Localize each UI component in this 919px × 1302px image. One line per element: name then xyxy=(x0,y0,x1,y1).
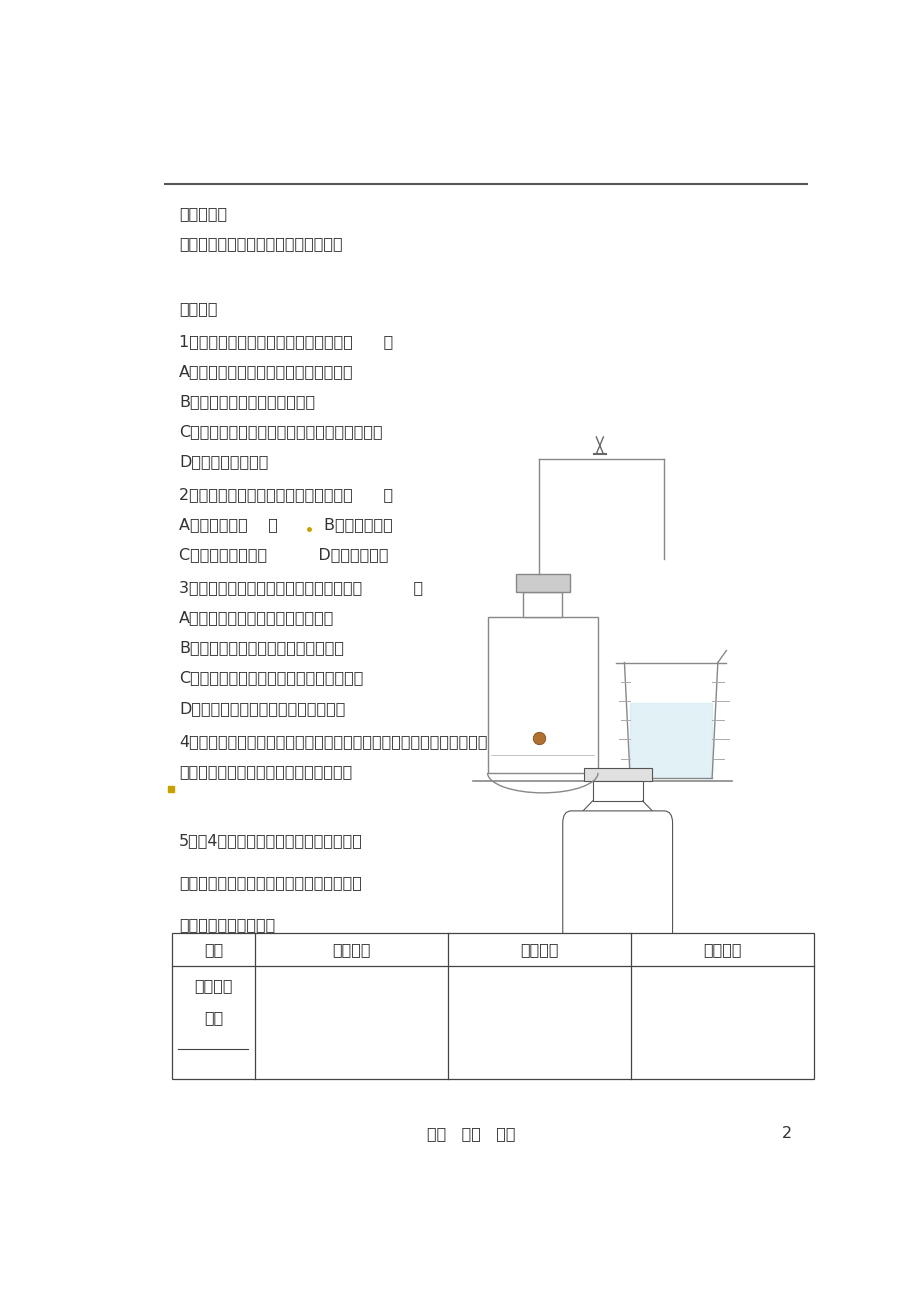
Text: 用心   爱心   专心: 用心 爱心 专心 xyxy=(426,1126,516,1142)
FancyBboxPatch shape xyxy=(562,811,672,1000)
Text: 猜想: 猜想 xyxy=(204,943,223,957)
Bar xyxy=(487,617,597,773)
Text: 验证方法: 验证方法 xyxy=(332,943,370,957)
Text: 3、下列物质燃烧时的现象描述正确的是（          ）: 3、下列物质燃烧时的现象描述正确的是（ ） xyxy=(179,581,423,595)
Text: A、氧气在低温高压时能变为淡蓝色液体: A、氧气在低温高压时能变为淡蓝色液体 xyxy=(179,363,354,379)
Text: 并验证它是何种气体。: 并验证它是何种气体。 xyxy=(179,917,275,932)
Text: 无色无毒气体。请你对该瓶气体作出猜想，: 无色无毒气体。请你对该瓶气体作出猜想， xyxy=(179,875,362,891)
Text: 5、（4分）如右图所示，有一瓶刚收满的: 5、（4分）如右图所示，有一瓶刚收满的 xyxy=(179,833,363,848)
Text: 4、有同学在做测定空气中氧气含量试验时，把红磷换成了木炭如下图，请你分析，测定的: 4、有同学在做测定空气中氧气含量试验时，把红磷换成了木炭如下图，请你分析，测定的 xyxy=(179,734,564,749)
Text: C、在通常情况下，氧气是一种无色无味的气体: C、在通常情况下，氧气是一种无色无味的气体 xyxy=(179,424,382,439)
Text: 实验结论: 实验结论 xyxy=(702,943,741,957)
Bar xyxy=(592,781,641,801)
Text: 结果是偏大、偏小还是不变？说出理由。: 结果是偏大、偏小还是不变？说出理由。 xyxy=(179,764,352,779)
Text: B、红磷在空气中燃烧生成五氧化二磷: B、红磷在空气中燃烧生成五氧化二磷 xyxy=(179,641,344,655)
Bar xyxy=(516,574,569,592)
Bar xyxy=(584,768,651,781)
Text: C、氧化性、可燃性          D、熔点、沸点: C、氧化性、可燃性 D、熔点、沸点 xyxy=(179,547,388,562)
Text: 能是: 能是 xyxy=(204,1010,223,1026)
Text: 实验现象: 实验现象 xyxy=(519,943,558,957)
Text: 1、下列关于氧气的性质描述错误的是（      ）: 1、下列关于氧气的性质描述错误的是（ ） xyxy=(179,333,393,349)
Text: D、氧气极易溶于水: D、氧气极易溶于水 xyxy=(179,454,268,469)
Text: 该气体可: 该气体可 xyxy=(194,978,233,993)
Text: 2: 2 xyxy=(781,1126,791,1142)
Text: A、木炭在氧气中燃烧生成黑色固体: A、木炭在氧气中燃烧生成黑色固体 xyxy=(179,611,335,625)
Text: C、铁丝伸入盛有氧气的集气瓶中剧烈燃烧: C、铁丝伸入盛有氧气的集气瓶中剧烈燃烧 xyxy=(179,671,363,686)
Text: D、硫燃烧后生成有刺激性气味的气体: D、硫燃烧后生成有刺激性气味的气体 xyxy=(179,700,346,716)
Text: 课堂检测: 课堂检测 xyxy=(179,302,218,316)
Bar xyxy=(172,934,813,1078)
Bar xyxy=(523,592,562,617)
Text: A、颜色、状态    。         B、密度、硬度: A、颜色、状态 。 B、密度、硬度 xyxy=(179,517,392,533)
Text: 课堂小结：: 课堂小结： xyxy=(179,207,227,221)
Text: 2、物质的下列性质属于化学性质的是（      ）: 2、物质的下列性质属于化学性质的是（ ） xyxy=(179,487,392,503)
Text: B、氧气是化学性质比较的气体: B、氧气是化学性质比较的气体 xyxy=(179,393,315,409)
Text: 通过本节课的学习你掌握了那些知识？: 通过本节课的学习你掌握了那些知识？ xyxy=(179,237,343,251)
